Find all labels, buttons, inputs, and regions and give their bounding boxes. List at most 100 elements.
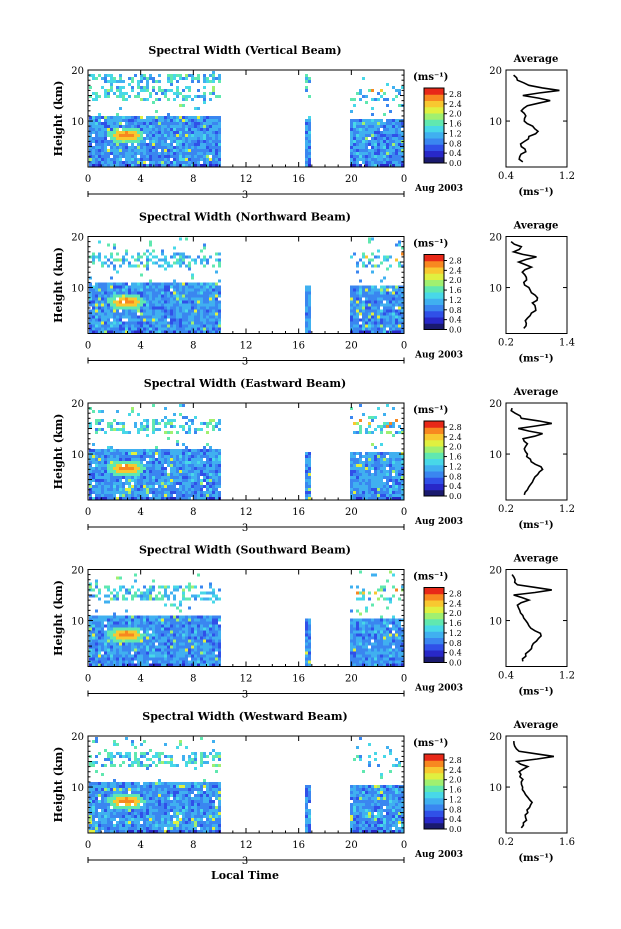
heatmap-cells [89, 71, 404, 167]
colorbar-tick-label: 0.0 [449, 825, 462, 834]
colorbar-swatch [424, 631, 444, 638]
panel-2: Spectral Width (Northward Beam) 0 4 8 12 16 20… [52, 211, 575, 368]
colorbar: 2.82.42.01.61.20.80.40.0 [423, 420, 462, 501]
average-unit: (ms⁻¹) [518, 687, 553, 698]
colorbar-tick-label: 2.0 [449, 276, 462, 285]
average-title: Average [513, 387, 559, 398]
colorbar-tick-label: 2.0 [449, 776, 462, 785]
avg-x-tick-label: 1.2 [559, 671, 575, 682]
colorbar-swatch [424, 600, 444, 607]
colorbar-swatch [424, 791, 444, 799]
y-axis-label: Height (km) [52, 247, 65, 323]
colorbar-frame [423, 753, 445, 830]
colorbar-tick-label: 2.8 [449, 90, 462, 99]
y-axis-label: Height (km) [52, 414, 65, 490]
y-axis-label: Height (km) [52, 81, 65, 157]
avg-x-tick-label: 0.4 [498, 171, 514, 182]
x-tick-label: 16 [292, 674, 305, 685]
colorbar-swatch [424, 760, 444, 767]
colorbar-tick-label: 2.4 [449, 433, 462, 442]
colorbar: 2.82.42.01.61.20.80.40.0 [423, 87, 462, 168]
avg-y-tick-label: 10 [489, 117, 502, 128]
date-label: Aug 2003 [414, 517, 463, 527]
panel-title: Spectral Width (Vertical Beam) [148, 44, 341, 57]
colorbar-swatch [424, 100, 444, 108]
average-frame [505, 236, 568, 334]
x-tick-label: 12 [240, 674, 253, 685]
x-tick-label: 20 [345, 507, 358, 518]
colorbar-tick-label: 0.0 [449, 659, 462, 668]
panel-1: Spectral Width (Vertical Beam) 0 4 8 12 16 20 0… [52, 44, 575, 201]
x-tick-label: 20 [345, 840, 358, 851]
panel-4: Spectral Width (Southward Beam) 0 4 8 12 16 20… [52, 544, 575, 701]
day-label: 3 [242, 357, 248, 368]
colorbar-swatch [424, 113, 444, 120]
colorbar-swatch [424, 779, 444, 786]
avg-y-tick-label: 10 [489, 783, 502, 794]
colorbar-tick-label: 2.0 [449, 443, 462, 452]
x-tick-label: 8 [190, 674, 196, 685]
colorbar-swatch [424, 317, 444, 324]
average-unit: (ms⁻¹) [518, 354, 553, 365]
average-title: Average [513, 554, 559, 565]
x-tick-label: 16 [292, 840, 305, 851]
average-profile-line [510, 240, 539, 329]
colorbar-swatch [424, 273, 444, 280]
colorbar-swatch [424, 323, 444, 330]
average-frame [505, 735, 568, 834]
x-tick-label: 20 [345, 341, 358, 352]
x-tick-label: 4 [137, 174, 143, 185]
x-tick-label: 16 [292, 174, 305, 185]
colorbar-tick-label: 2.4 [449, 766, 462, 775]
date-label: Aug 2003 [414, 184, 463, 194]
colorbar-tick-label: 2.0 [449, 609, 462, 618]
average-unit: (ms⁻¹) [518, 853, 553, 864]
avg-x-tick-label: 1.2 [559, 504, 575, 515]
panel-title: Spectral Width (Westward Beam) [142, 710, 347, 723]
day-label: 3 [242, 690, 248, 701]
avg-x-tick-label: 1.2 [559, 171, 575, 182]
colorbar-tick-label: 2.8 [449, 590, 462, 599]
average-profile-line [513, 74, 560, 163]
x-tick-label: 4 [137, 507, 143, 518]
colorbar-swatch [424, 88, 444, 95]
avg-x-tick-label: 0.4 [498, 671, 514, 682]
colorbar-swatch [424, 625, 444, 632]
colorbar-swatch [424, 483, 444, 491]
average-profile-line [513, 741, 555, 829]
colorbar-tick-label: 0.4 [449, 482, 462, 491]
panel-title: Spectral Width (Northward Beam) [139, 211, 351, 224]
x-axis-label: Local Time [211, 869, 279, 882]
colorbar-tick-label: 0.8 [449, 139, 462, 148]
y-tick-label: 20 [71, 399, 84, 410]
colorbar-swatch [424, 131, 444, 139]
colorbar-swatch [424, 452, 444, 459]
colorbar-tick-label: 0.8 [449, 472, 462, 481]
colorbar-swatch [424, 304, 444, 312]
avg-x-tick-label: 0.2 [498, 338, 514, 349]
colorbar-unit: (ms⁻¹) [413, 72, 448, 83]
colorbar-tick-label: 0.4 [449, 316, 462, 325]
colorbar-tick-label: 0.8 [449, 639, 462, 648]
colorbar-swatch [424, 298, 444, 305]
colorbar-unit: (ms⁻¹) [413, 738, 448, 749]
avg-y-tick-label: 10 [489, 617, 502, 628]
average-frame [505, 569, 568, 667]
average-profile-line [511, 574, 552, 662]
x-tick-label: 8 [190, 840, 196, 851]
avg-y-tick-label: 20 [489, 732, 502, 743]
date-label: Aug 2003 [414, 850, 463, 860]
x-tick-label: 0 [85, 507, 91, 518]
x-tick-label: 20 [345, 674, 358, 685]
colorbar-swatch [424, 292, 444, 299]
colorbar-frame [423, 587, 445, 663]
colorbar-tick-label: 1.2 [449, 629, 462, 638]
colorbar-swatch [424, 125, 444, 133]
colorbar-swatch [424, 618, 444, 626]
colorbar-tick-label: 1.2 [449, 296, 462, 305]
avg-y-tick-label: 10 [489, 450, 502, 461]
colorbar-swatch [424, 446, 444, 453]
x-tick-label: 8 [190, 341, 196, 352]
colorbar-swatch [424, 150, 444, 158]
colorbar-swatch [424, 822, 444, 830]
